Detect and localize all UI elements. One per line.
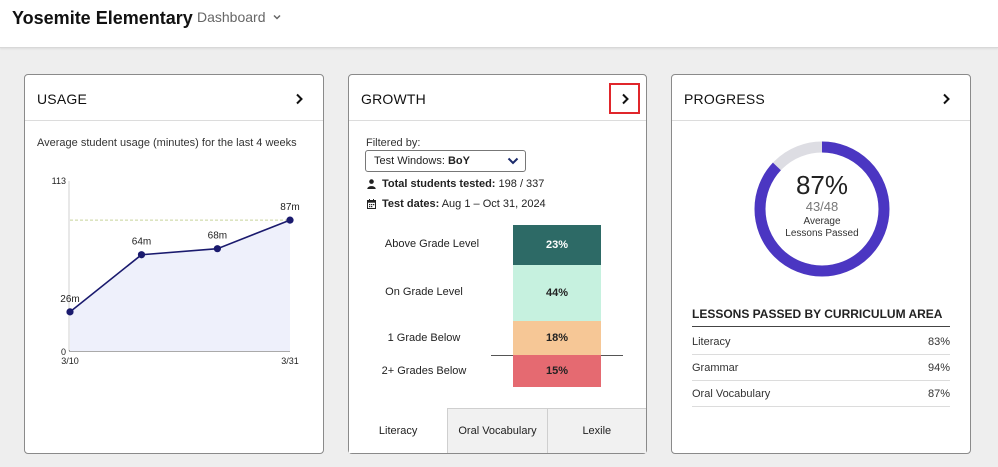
progress-card-title: PROGRESS (684, 91, 765, 107)
data-point (213, 245, 221, 253)
donut-caption: Average Lessons Passed (752, 216, 892, 240)
dashboard-menu-label: Dashboard (197, 9, 266, 25)
students-tested-line: Total students tested: 198 / 337 (367, 178, 544, 190)
data-label: 68m (208, 231, 227, 242)
data-point (137, 251, 146, 259)
calendar-icon (367, 199, 376, 209)
school-name: Yosemite Elementary (12, 8, 193, 28)
x-tick-label: 3/10 (61, 356, 79, 366)
x-tick-label: 3/31 (281, 356, 299, 366)
donut-caption-line1: Average (803, 216, 841, 227)
data-label: 87m (280, 202, 299, 213)
chevron-down-icon (272, 14, 281, 20)
growth-open-button[interactable] (609, 83, 640, 114)
level-bar-above[interactable]: 23% (513, 225, 601, 265)
usage-card: USAGE Average student usage (minutes) fo… (24, 74, 324, 454)
test-dates-label: Test dates: (382, 198, 440, 210)
progress-card: PROGRESS 87% 43/48 Average Lessons Passe… (671, 74, 971, 454)
lessons-passed-donut (754, 141, 890, 277)
data-point (66, 308, 74, 316)
level-label-on: On Grade Level (385, 286, 463, 298)
y-tick-label: 113 (52, 176, 66, 186)
curriculum-area-rule (692, 326, 950, 327)
test-window-select[interactable]: Test Windows: BoY (365, 150, 526, 172)
level-bar-on[interactable]: 44% (513, 265, 601, 321)
students-tested-label: Total students tested: (382, 178, 496, 190)
level-label-1-below: 1 Grade Below (387, 332, 461, 344)
usage-card-header: USAGE (25, 75, 323, 121)
curriculum-name: Grammar (692, 361, 739, 374)
chevron-right-icon (943, 93, 950, 105)
growth-card: GROWTH Filtered by: Test Windows: BoY To… (348, 74, 647, 454)
usage-chart: 26m 64m 68m 87m 113 03/10 3/31 (52, 176, 300, 366)
growth-tabs: Literacy Oral Vocabulary Lexile (349, 408, 646, 453)
filter-value: BoY (447, 155, 470, 167)
donut-percent: 87% (795, 170, 849, 200)
tab-literacy[interactable]: Literacy (349, 408, 448, 453)
level-label-2-below: 2+ Grades Below (381, 365, 467, 377)
data-point (286, 216, 294, 224)
progress-card-header: PROGRESS (672, 75, 970, 121)
chevron-down-icon (507, 157, 519, 165)
curriculum-area-title: LESSONS PASSED BY CURRICULUM AREA (692, 307, 943, 321)
series-line (69, 219, 291, 313)
growth-card-header: GROWTH (349, 75, 646, 121)
data-label: 64m (132, 237, 151, 248)
series-area (70, 220, 290, 351)
y-tick-label: 0 (61, 347, 66, 357)
curriculum-value: 94% (927, 361, 950, 374)
chevron-right-icon (296, 93, 303, 105)
donut-fraction: 43/48 (805, 199, 839, 214)
curriculum-row-grammar: Grammar 94% (692, 355, 950, 381)
level-bar-1-below[interactable]: 18% (513, 321, 601, 355)
chevron-right-icon (621, 93, 629, 104)
filter-label: Filtered by: (366, 137, 421, 149)
curriculum-value: 87% (927, 387, 950, 400)
test-dates-line: Test dates: Aug 1 – Oct 31, 2024 (367, 198, 546, 210)
donut-caption-line2: Lessons Passed (785, 228, 859, 239)
curriculum-value: 83% (927, 335, 950, 348)
curriculum-row-literacy: Literacy 83% (692, 329, 950, 355)
level-label-above: Above Grade Level (384, 238, 480, 250)
level-bar-2-below[interactable]: 15% (513, 355, 601, 387)
usage-subtitle: Average student usage (minutes) for the … (37, 137, 297, 149)
curriculum-name: Oral Vocabulary (692, 387, 771, 400)
data-label: 26m (60, 294, 79, 305)
donut-progress-arc (754, 141, 890, 277)
curriculum-row-oral-vocabulary: Oral Vocabulary 87% (692, 381, 950, 407)
dashboard-menu[interactable]: Dashboard (197, 9, 282, 25)
tab-lexile[interactable]: Lexile (546, 408, 646, 453)
filter-prefix: Test Windows: (374, 155, 448, 167)
usage-open-button[interactable] (285, 85, 313, 113)
top-bar: Yosemite Elementary Dashboard (0, 0, 998, 48)
progress-open-button[interactable] (932, 85, 960, 113)
test-dates-value: Aug 1 – Oct 31, 2024 (439, 198, 546, 210)
person-icon (367, 179, 376, 189)
tab-oral-vocabulary[interactable]: Oral Vocabulary (447, 408, 547, 453)
growth-card-title: GROWTH (361, 91, 426, 107)
curriculum-name: Literacy (692, 335, 731, 348)
students-tested-value: 198 / 337 (495, 178, 545, 190)
usage-card-title: USAGE (37, 91, 88, 107)
